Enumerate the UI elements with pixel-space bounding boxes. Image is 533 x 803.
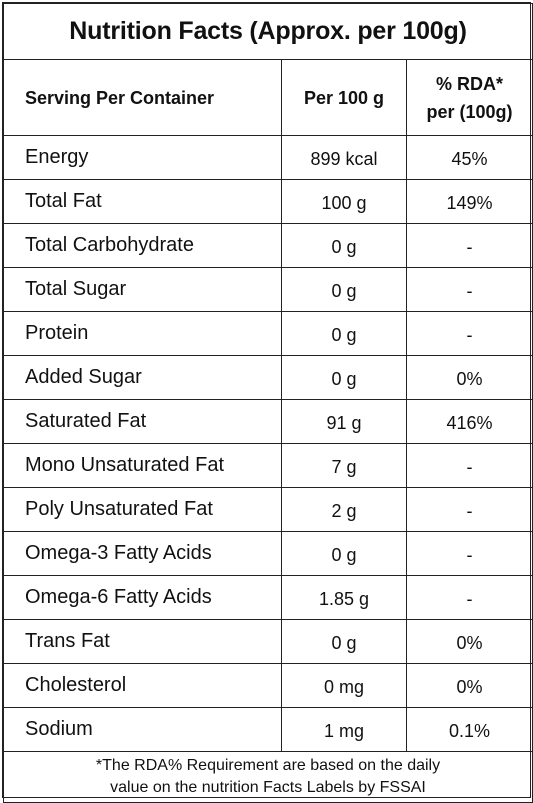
nutrient-rda: 0%	[405, 355, 533, 400]
nutrient-rda: 149%	[405, 179, 533, 224]
nutrient-rda: -	[405, 311, 533, 356]
nutrient-name: Total Sugar	[3, 267, 282, 312]
header-per-100g: Per 100 g	[281, 59, 407, 136]
footnote-line1: *The RDA% Requirement are based on the d…	[95, 757, 441, 774]
footnote-line2: value on the nutrition Facts Labels by F…	[110, 779, 426, 796]
table-row: Mono Unsaturated Fat 7 g-	[3, 443, 533, 488]
nutrient-name: Total Carbohydrate	[3, 223, 282, 268]
header-rda-line2: per (100g)	[426, 101, 513, 122]
nutrient-amount: 899 kcal	[281, 135, 407, 180]
nutrient-amount: 1.85 g	[281, 575, 407, 620]
nutrient-name: Cholesterol	[3, 663, 282, 708]
table-row: Cholesterol 0 mg 0%	[3, 663, 533, 708]
nutrient-name: Saturated Fat	[3, 399, 282, 444]
nutrient-amount: 91 g	[281, 399, 407, 444]
nutrient-rda: 45%	[405, 135, 533, 180]
nutrient-rda: 0%	[405, 663, 533, 708]
header-row: Serving Per Container Per 100 g % RDA* p…	[3, 59, 533, 136]
header-rda-line1: % RDA*	[436, 73, 504, 94]
nutrient-name: Omega-6 Fatty Acids	[3, 575, 282, 620]
nutrient-amount: 0 g	[281, 311, 407, 356]
table-row: Total Carbohydrate 0 g-	[3, 223, 533, 268]
nutrient-amount: 0 g	[281, 355, 407, 400]
table-row: Omega-6 Fatty Acids 1.85 g-	[3, 575, 533, 620]
nutrient-rda: 0.1%	[405, 707, 533, 752]
table-row: Trans Fat 0 g 0%	[3, 619, 533, 664]
nutrient-name: Protein	[3, 311, 282, 356]
nutrient-amount: 0 mg	[281, 663, 407, 708]
nutrient-amount: 2 g	[281, 487, 407, 532]
nutrient-name: Omega-3 Fatty Acids	[3, 531, 282, 576]
nutrient-amount: 0 g	[281, 267, 407, 312]
table-title: Nutrition Facts (Approx. per 100g)	[2, 3, 533, 60]
table-row: Protein 0 g-	[3, 311, 533, 356]
nutrient-rda: 416%	[405, 399, 533, 444]
table-row: Total Sugar 0 g-	[3, 267, 533, 312]
header-rda: % RDA* per (100g)	[405, 59, 533, 136]
table-row: Poly Unsaturated Fat 2 g-	[3, 487, 533, 532]
nutrient-name: Energy	[3, 135, 282, 180]
nutrient-amount: 1 mg	[281, 707, 407, 752]
nutrient-name: Poly Unsaturated Fat	[3, 487, 282, 532]
nutrition-table: Nutrition Facts (Approx. per 100g) Servi…	[2, 3, 533, 803]
footnote: *The RDA% Requirement are based on the d…	[2, 751, 533, 803]
header-serving: Serving Per Container	[3, 59, 282, 136]
nutrient-rda: -	[405, 531, 533, 576]
nutrient-name: Trans Fat	[3, 619, 282, 664]
nutrient-rda: -	[405, 575, 533, 620]
nutrient-amount: 100 g	[281, 179, 407, 224]
nutrient-rda: -	[405, 443, 533, 488]
nutrient-name: Sodium	[3, 707, 282, 752]
table-row: Energy 899 kcal 45%	[3, 135, 533, 180]
nutrient-name: Mono Unsaturated Fat	[3, 443, 282, 488]
table-row: Total Fat 100 g 149%	[3, 179, 533, 224]
table-row: Omega-3 Fatty Acids 0 g-	[3, 531, 533, 576]
nutrient-rda: 0%	[405, 619, 533, 664]
nutrient-amount: 7 g	[281, 443, 407, 488]
table-row: Sodium 1 mg 0.1%	[3, 707, 533, 752]
nutrient-rda: -	[405, 267, 533, 312]
nutrient-amount: 0 g	[281, 619, 407, 664]
table-row: Added Sugar 0 g 0%	[3, 355, 533, 400]
nutrient-name: Total Fat	[3, 179, 282, 224]
nutrient-amount: 0 g	[281, 531, 407, 576]
nutrient-name: Added Sugar	[3, 355, 282, 400]
table-row: Saturated Fat 91 g 416%	[3, 399, 533, 444]
nutrient-rda: -	[405, 223, 533, 268]
nutrient-amount: 0 g	[281, 223, 407, 268]
nutrient-rda: -	[405, 487, 533, 532]
